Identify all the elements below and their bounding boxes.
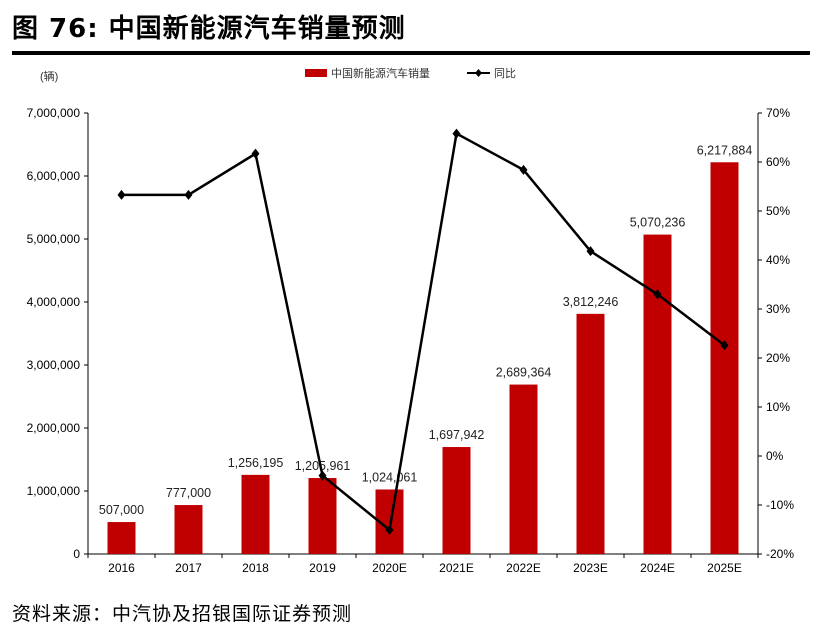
right-tick-label: 0% — [766, 449, 784, 463]
bar-2021E — [442, 447, 471, 554]
bar-data-label: 1,024,061 — [362, 470, 418, 484]
yoy-marker-2025E — [720, 340, 729, 351]
source-note: 资料来源：中汽协及招银国际证券预测 — [12, 603, 353, 625]
left-tick-label: 6,000,000 — [27, 169, 81, 183]
legend-marker-yoy — [475, 69, 482, 77]
yoy-marker-2022E — [519, 164, 528, 175]
right-tick-label: 30% — [766, 302, 790, 316]
left-tick-label: 7,000,000 — [27, 106, 81, 120]
bar-2025E — [710, 162, 739, 554]
left-tick-label: 2,000,000 — [27, 421, 81, 435]
right-tick-label: 20% — [766, 351, 790, 365]
right-tick-label: 40% — [766, 253, 790, 267]
bar-data-label: 2,689,364 — [496, 366, 552, 380]
left-tick-label: 0 — [73, 547, 80, 561]
right-tick-label: -20% — [766, 547, 794, 561]
x-tick-label: 2022E — [506, 561, 541, 575]
right-tick-label: 70% — [766, 106, 790, 120]
right-tick-label: 10% — [766, 400, 790, 414]
legend-label-sales: 中国新能源汽车销量 — [331, 66, 430, 80]
legend-label-yoy: 同比 — [494, 67, 516, 80]
bar-data-label: 777,000 — [166, 486, 211, 500]
title-divider — [12, 51, 810, 55]
yoy-marker-2021E — [452, 128, 461, 139]
bar-2023E — [576, 313, 605, 554]
left-tick-label: 5,000,000 — [27, 232, 81, 246]
bar-data-label: 6,217,884 — [697, 143, 753, 157]
left-tick-label: 4,000,000 — [27, 295, 81, 309]
y-unit-label: (辆) — [40, 69, 58, 83]
x-tick-label: 2017 — [175, 561, 202, 575]
x-tick-label: 2021E — [439, 561, 474, 575]
bar-data-label: 1,256,195 — [228, 456, 284, 470]
x-tick-label: 2016 — [108, 561, 135, 575]
x-tick-label: 2020E — [372, 561, 407, 575]
yoy-marker-2018 — [251, 148, 260, 159]
yoy-marker-2017 — [184, 189, 193, 200]
legend-swatch-sales — [305, 69, 327, 77]
bar-data-label: 5,070,236 — [630, 216, 686, 230]
x-tick-label: 2019 — [309, 561, 336, 575]
bar-2019 — [308, 478, 337, 554]
yoy-line — [121, 131, 726, 533]
bar-2022E — [509, 384, 538, 554]
yoy-marker-2020E — [385, 524, 394, 535]
x-tick-label: 2018 — [242, 561, 269, 575]
x-tick-label: 2025E — [707, 561, 742, 575]
yoy-marker-2019 — [318, 470, 327, 481]
yoy-marker-2016 — [117, 189, 126, 200]
bar-data-label: 507,000 — [99, 503, 144, 517]
left-tick-label: 3,000,000 — [27, 358, 81, 372]
bar-2024E — [643, 234, 672, 554]
x-tick-label: 2023E — [573, 561, 608, 575]
right-tick-label: 50% — [766, 204, 790, 218]
bar-data-label: 3,812,246 — [563, 295, 619, 309]
page-title: 图 76: 中国新能源汽车销量预测 — [12, 14, 406, 44]
bar-2018 — [241, 474, 270, 554]
x-tick-label: 2024E — [640, 561, 675, 575]
bar-2016 — [107, 522, 136, 554]
left-tick-label: 1,000,000 — [27, 484, 81, 498]
right-tick-label: 60% — [766, 155, 790, 169]
bar-data-label: 1,205,961 — [295, 459, 351, 473]
bar-data-label: 1,697,942 — [429, 428, 485, 442]
yoy-marker-2023E — [586, 246, 595, 257]
bar-2017 — [174, 505, 203, 554]
right-tick-label: -10% — [766, 498, 794, 512]
yoy-marker-2024E — [653, 289, 662, 300]
